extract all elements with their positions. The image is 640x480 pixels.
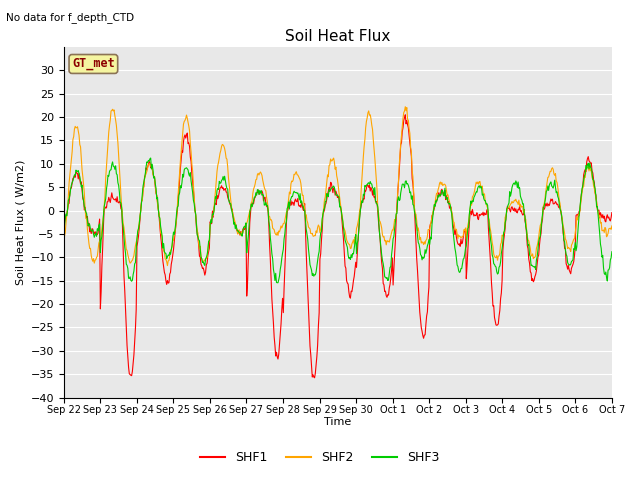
- Text: GT_met: GT_met: [72, 58, 115, 71]
- SHF2: [60, 241, 68, 247]
- Text: No data for f_depth_CTD: No data for f_depth_CTD: [6, 12, 134, 23]
- SHF3: [60, 228, 68, 233]
- SHF3: [273, 280, 281, 286]
- SHF2: [70, 134, 77, 140]
- SHF3: [212, 194, 220, 200]
- SHF2: [126, 260, 134, 266]
- SHF3: [422, 251, 429, 256]
- SHF2: [406, 131, 413, 136]
- SHF2: [182, 112, 190, 118]
- SHF3: [182, 165, 190, 171]
- SHF1: [608, 210, 616, 216]
- SHF2: [212, 188, 220, 194]
- SHF3: [126, 274, 134, 280]
- X-axis label: Time: Time: [324, 417, 351, 427]
- SHF2: [422, 238, 429, 243]
- SHF2: [608, 223, 616, 229]
- SHF3: [608, 249, 616, 254]
- SHF2: [164, 263, 172, 268]
- Line: SHF2: SHF2: [64, 107, 612, 265]
- Line: SHF1: SHF1: [64, 115, 612, 378]
- Title: Soil Heat Flux: Soil Heat Flux: [285, 29, 390, 44]
- SHF1: [182, 135, 189, 141]
- SHF1: [406, 140, 413, 146]
- SHF1: [211, 202, 218, 207]
- SHF2: [401, 104, 409, 109]
- Y-axis label: Soil Heat Flux ( W/m2): Soil Heat Flux ( W/m2): [15, 159, 25, 285]
- SHF1: [60, 217, 68, 223]
- SHF1: [422, 322, 429, 327]
- Line: SHF3: SHF3: [64, 158, 612, 283]
- SHF1: [126, 372, 134, 377]
- SHF3: [406, 190, 413, 196]
- SHF3: [147, 155, 154, 161]
- SHF1: [401, 112, 409, 118]
- SHF1: [70, 175, 77, 180]
- SHF3: [70, 175, 77, 181]
- Legend: SHF1, SHF2, SHF3: SHF1, SHF2, SHF3: [195, 446, 445, 469]
- SHF1: [311, 375, 319, 381]
